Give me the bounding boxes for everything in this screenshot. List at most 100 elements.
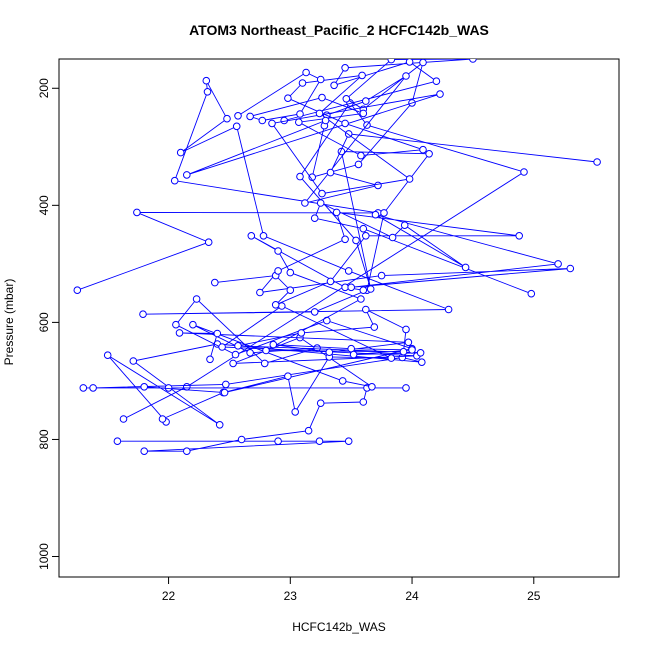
- data-point: [349, 350, 358, 359]
- data-point: [321, 116, 330, 125]
- data-point: [377, 271, 386, 280]
- data-point: [158, 415, 167, 423]
- y-tick-label: 200: [37, 78, 51, 98]
- data-point: [315, 437, 324, 446]
- data-point: [192, 295, 201, 303]
- data-point: [269, 340, 278, 349]
- series-7: [183, 68, 444, 198]
- series-line: [284, 59, 598, 204]
- data-point: [554, 260, 562, 268]
- x-tick-label: 25: [527, 589, 541, 603]
- data-point: [359, 224, 368, 233]
- y-tick-label: 400: [37, 195, 51, 215]
- data-point: [237, 435, 246, 444]
- data-point: [304, 426, 313, 435]
- data-point: [203, 88, 212, 96]
- data-point: [402, 325, 410, 334]
- data-point: [260, 359, 269, 368]
- data-point: [416, 349, 425, 357]
- data-point: [183, 171, 191, 179]
- data-point: [593, 158, 601, 166]
- data-point: [268, 119, 276, 128]
- data-point: [418, 358, 426, 367]
- data-point: [399, 347, 408, 356]
- y-tick-label: 800: [37, 429, 51, 449]
- data-point: [436, 90, 444, 98]
- data-point: [234, 342, 242, 350]
- y-tick-label: 600: [37, 312, 51, 332]
- data-point: [330, 81, 338, 90]
- data-point: [342, 95, 351, 103]
- data-point: [344, 437, 353, 446]
- data-point: [274, 437, 282, 446]
- data-point: [89, 384, 97, 392]
- data-point: [359, 109, 368, 118]
- data-point: [338, 377, 347, 385]
- series-4: [175, 232, 425, 364]
- data-point: [231, 350, 240, 359]
- x-axis: 22 23 24 25: [162, 576, 541, 603]
- data-point: [113, 437, 122, 446]
- data-point: [232, 122, 241, 131]
- data-point: [405, 59, 414, 66]
- data-point: [402, 72, 410, 80]
- data-point: [129, 357, 138, 365]
- data-point: [341, 64, 349, 72]
- data-point: [172, 320, 180, 329]
- data-point: [318, 189, 326, 198]
- data-point: [387, 354, 396, 362]
- series-1: [73, 76, 528, 423]
- data-point: [164, 384, 173, 392]
- data-point: [388, 233, 397, 242]
- data-point: [222, 380, 230, 389]
- data-point: [274, 247, 282, 255]
- x-tick-label: 23: [284, 589, 298, 603]
- data-point: [301, 199, 309, 207]
- data-point: [444, 305, 453, 314]
- data-point: [380, 209, 388, 217]
- data-point: [310, 214, 319, 222]
- series-2: [79, 340, 426, 456]
- data-point: [183, 447, 191, 456]
- data-point: [176, 148, 185, 157]
- data-point: [215, 421, 224, 429]
- data-point: [358, 71, 366, 80]
- data-point: [316, 75, 325, 84]
- x-tick-label: 22: [162, 589, 176, 603]
- data-point: [262, 346, 270, 355]
- data-point: [515, 232, 524, 240]
- data-point: [419, 145, 427, 154]
- data-point: [79, 384, 88, 392]
- data-point: [296, 172, 304, 181]
- chart-title: ATOM3 Northeast_Pacific_2 HCFC142b_WAS: [189, 22, 489, 38]
- data-point: [258, 116, 267, 125]
- data-point: [357, 151, 365, 160]
- data-point: [325, 348, 334, 357]
- data-point: [229, 359, 237, 368]
- x-axis-label: HCFC142b_WAS: [292, 620, 386, 634]
- series-line: [144, 298, 417, 420]
- data-point: [318, 93, 326, 102]
- data-point: [284, 94, 292, 102]
- data-point: [402, 384, 410, 392]
- data-point: [211, 278, 219, 287]
- data-point: [326, 277, 335, 286]
- data-point: [140, 383, 148, 391]
- data-point: [408, 346, 416, 354]
- data-point: [362, 305, 370, 314]
- data-point: [405, 175, 414, 183]
- data-point: [259, 232, 268, 240]
- data-point: [298, 79, 307, 87]
- data-point: [274, 267, 282, 275]
- y-axis-label: Pressure (mbar): [2, 279, 16, 366]
- data-point: [362, 97, 370, 105]
- series-line: [186, 71, 441, 195]
- data-point: [359, 286, 368, 295]
- data-point: [566, 264, 575, 273]
- data-point: [354, 160, 363, 169]
- data-point: [520, 168, 528, 176]
- data-point: [370, 323, 379, 331]
- data-point: [202, 76, 211, 85]
- y-tick-label: 1000: [37, 543, 51, 570]
- series-5: [211, 199, 575, 309]
